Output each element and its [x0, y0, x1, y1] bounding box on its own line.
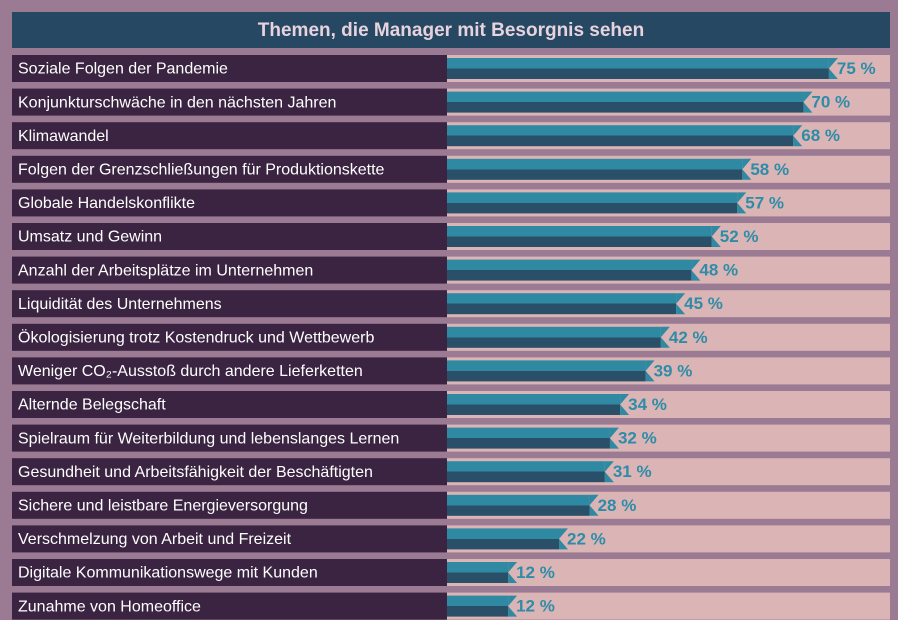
category-label: Sichere und leistbare Energieversorgung	[18, 498, 308, 515]
category-label: Konjunkturschwäche in den nächsten Jahre…	[18, 94, 336, 111]
value-label: 12 %	[516, 563, 555, 582]
bar	[447, 158, 743, 180]
category-label: Umsatz und Gewinn	[18, 229, 162, 246]
bar-tip	[609, 427, 619, 449]
bar	[447, 562, 509, 583]
value-label: 12 %	[516, 597, 555, 616]
row-label-bg	[12, 559, 447, 586]
bar-tip	[559, 528, 569, 550]
row-label-bg	[12, 55, 447, 82]
value-label: 57 %	[745, 193, 784, 212]
bar-tip	[660, 326, 670, 348]
value-label: 34 %	[628, 395, 667, 414]
bar	[447, 360, 646, 382]
category-label: Klimawandel	[18, 128, 109, 145]
value-label: 39 %	[654, 361, 693, 380]
row-bg	[447, 592, 890, 620]
bar	[447, 595, 509, 617]
bar-tip	[793, 125, 803, 147]
bar-tip	[508, 595, 518, 617]
bar-tip	[737, 192, 747, 214]
row-label-bg	[12, 290, 447, 318]
row-label-bg	[12, 592, 447, 620]
row-label-bg	[12, 491, 447, 519]
title-bar	[12, 12, 890, 48]
category-label: Digitale Kommunikationswege mit Kunden	[18, 565, 318, 582]
row-label-bg	[12, 122, 447, 150]
bar	[447, 91, 804, 113]
bar	[447, 427, 610, 449]
bar	[447, 259, 692, 281]
bar	[447, 394, 621, 415]
bar-tip	[742, 158, 752, 180]
row-label-bg	[12, 223, 447, 250]
value-label: 31 %	[613, 462, 652, 481]
row-label-bg	[12, 155, 447, 183]
bar-tip	[508, 562, 518, 583]
bar-tip	[803, 91, 813, 113]
bar	[447, 528, 560, 550]
bar	[447, 461, 605, 483]
bar-tip	[589, 494, 599, 516]
bar-tip	[711, 226, 721, 247]
category-label: Anzahl der Arbeitsplätze im Unternehmen	[18, 262, 313, 279]
bar	[447, 494, 590, 516]
value-label: 68 %	[801, 126, 840, 145]
category-label: Spielraum für Weiterbildung und lebensla…	[18, 430, 399, 447]
row-label-bg	[12, 88, 447, 116]
bar-tip	[645, 360, 655, 382]
category-label: Verschmelzung von Arbeit und Freizeit	[18, 531, 292, 548]
value-label: 75 %	[837, 59, 876, 78]
bar-tip	[676, 293, 686, 315]
bar-tip	[604, 461, 614, 483]
category-label: Globale Handelskonflikte	[18, 195, 195, 212]
category-label: Ökologisierung trotz Kostendruck und Wet…	[18, 329, 374, 347]
category-label: Zunahme von Homeoffice	[18, 598, 201, 615]
bar	[447, 326, 661, 348]
row-label-bg	[12, 458, 447, 486]
value-label: 58 %	[750, 160, 789, 179]
category-label: Alternde Belegschaft	[18, 397, 166, 414]
row-label-bg	[12, 256, 447, 284]
value-label: 28 %	[598, 496, 637, 515]
value-label: 48 %	[699, 261, 738, 280]
bar-tip	[620, 394, 630, 415]
bar	[447, 293, 677, 315]
bar-tip	[691, 259, 701, 281]
bar	[447, 125, 794, 147]
category-label: Gesundheit und Arbeitsfähigkeit der Besc…	[18, 464, 373, 481]
bar	[447, 226, 712, 247]
row-label-bg	[12, 525, 447, 553]
value-label: 70 %	[811, 93, 850, 112]
row-label-bg	[12, 391, 447, 418]
row-label-bg	[12, 323, 447, 351]
bar-tip	[828, 58, 838, 79]
row-label-bg	[12, 424, 447, 452]
category-label: Liquidität des Unternehmens	[18, 296, 222, 313]
value-label: 32 %	[618, 429, 657, 448]
value-label: 52 %	[720, 227, 759, 246]
row-bg	[447, 559, 890, 586]
bar	[447, 192, 738, 214]
category-label: Folgen der Grenzschließungen für Produkt…	[18, 162, 385, 179]
value-label: 22 %	[567, 529, 606, 548]
value-label: 42 %	[669, 328, 708, 347]
row-label-bg	[12, 357, 447, 385]
category-label: Weniger CO₂-Ausstoß durch andere Lieferk…	[18, 363, 363, 380]
category-label: Soziale Folgen der Pandemie	[18, 61, 228, 78]
bar	[447, 58, 829, 79]
row-label-bg	[12, 189, 447, 217]
chart-title: Themen, die Manager mit Besorgnis sehen	[258, 20, 644, 41]
value-label: 45 %	[684, 294, 723, 313]
